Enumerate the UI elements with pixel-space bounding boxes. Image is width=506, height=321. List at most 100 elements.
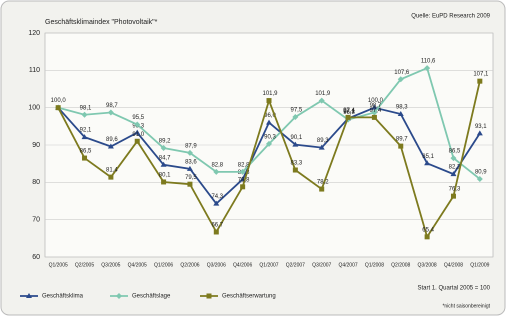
legend-marker xyxy=(26,293,32,298)
x-tick-label: Q3/2007 xyxy=(312,262,331,268)
marker xyxy=(424,160,431,166)
footnote: *nicht saisonbereinigt xyxy=(442,303,490,309)
x-tick-label: Q4/2005 xyxy=(128,262,147,268)
marker xyxy=(450,193,456,199)
data-label: 97,4 xyxy=(370,108,382,114)
data-label: 82,2 xyxy=(449,165,461,171)
marker xyxy=(398,143,404,149)
x-tick-label: Q3/2006 xyxy=(207,262,226,268)
marker xyxy=(345,114,351,120)
data-label: 101,9 xyxy=(262,91,278,97)
x-tick-label: Q1/2006 xyxy=(154,262,173,268)
data-label: 97,1 xyxy=(343,109,355,115)
x-tick-label: Q2/2006 xyxy=(180,262,199,268)
marker xyxy=(160,161,167,167)
data-label: 90,1 xyxy=(291,135,303,141)
data-label: 83,3 xyxy=(291,161,303,167)
x-tick-label: Q4/2008 xyxy=(444,262,463,268)
marker xyxy=(477,78,483,84)
marker xyxy=(266,140,272,147)
data-label: 81,4 xyxy=(106,168,118,174)
marker xyxy=(134,129,141,135)
y-tick-label: 90 xyxy=(32,142,40,149)
marker xyxy=(107,109,114,116)
data-label: 80,9 xyxy=(475,170,487,176)
marker xyxy=(318,144,325,150)
data-label: 82,8 xyxy=(211,162,223,168)
x-tick-label: Q1/2009 xyxy=(470,262,489,268)
marker xyxy=(55,105,61,111)
marker xyxy=(397,111,404,117)
marker xyxy=(134,121,141,128)
data-label: 98,3 xyxy=(396,105,408,111)
data-label: 100,0 xyxy=(368,98,384,104)
y-tick-label: 60 xyxy=(32,254,40,261)
data-label: 86,5 xyxy=(80,149,92,155)
data-label: 93,1 xyxy=(475,124,487,130)
legend-label: Geschäftsklima xyxy=(42,294,84,300)
legend-marker xyxy=(206,293,212,299)
marker xyxy=(81,134,88,140)
marker xyxy=(424,234,430,240)
x-tick-label: Q3/2008 xyxy=(418,262,437,268)
data-label: 97,5 xyxy=(291,108,303,114)
marker xyxy=(108,174,114,180)
data-label: 66,7 xyxy=(211,223,223,229)
data-label: 101,9 xyxy=(315,91,331,97)
data-label: 91,0 xyxy=(132,132,144,138)
note: Start 1. Quartal 2005 = 100 xyxy=(417,286,490,292)
legend-marker xyxy=(116,293,122,299)
marker xyxy=(450,155,457,162)
data-label: 96,8 xyxy=(343,110,355,116)
marker xyxy=(371,104,378,110)
marker xyxy=(187,181,193,187)
marker xyxy=(213,229,219,235)
data-label: 87,9 xyxy=(185,143,197,149)
legend-label: Geschäftserwartung xyxy=(222,294,276,300)
marker xyxy=(319,186,325,192)
marker xyxy=(476,130,483,136)
data-label: 89,7 xyxy=(396,137,408,143)
marker xyxy=(82,155,88,161)
data-label: 98,7 xyxy=(370,103,382,109)
marker xyxy=(160,144,167,151)
source: Quelle: EuPD Research 2009 xyxy=(411,14,490,20)
marker xyxy=(186,165,193,171)
marker xyxy=(292,167,298,173)
y-tick-label: 120 xyxy=(28,30,40,37)
data-label: 83,6 xyxy=(185,159,197,165)
data-label: 82,8 xyxy=(238,162,250,168)
data-label: 100,0 xyxy=(51,98,67,104)
x-tick-label: Q4/2007 xyxy=(338,262,357,268)
data-label: 107,1 xyxy=(473,72,489,78)
data-label: 98,7 xyxy=(106,103,118,109)
data-label: 86,5 xyxy=(449,149,461,155)
y-tick-label: 70 xyxy=(32,217,40,224)
legend-label: Geschäftslage xyxy=(132,294,171,300)
x-tick-label: Q1/2008 xyxy=(365,262,384,268)
marker xyxy=(107,143,114,149)
chart-title: Geschäftsklimaindex "Photovoltaik"* xyxy=(45,19,158,26)
data-label: 76,3 xyxy=(449,187,461,193)
data-label: 79,5 xyxy=(185,175,197,181)
marker xyxy=(240,184,246,190)
marker xyxy=(371,114,377,120)
marker xyxy=(266,98,272,104)
x-tick-label: Q1/2005 xyxy=(49,262,68,268)
marker xyxy=(239,168,246,175)
data-label: 90,3 xyxy=(264,134,276,140)
data-label: 80,1 xyxy=(159,173,171,179)
marker xyxy=(292,114,299,120)
marker xyxy=(186,149,193,156)
data-label: 107,6 xyxy=(394,70,410,76)
y-tick-label: 80 xyxy=(32,179,40,186)
y-tick-label: 100 xyxy=(28,105,40,112)
marker xyxy=(318,97,325,104)
marker xyxy=(266,119,272,125)
marker xyxy=(450,171,457,177)
data-label: 89,3 xyxy=(317,138,329,144)
data-label: 85,1 xyxy=(422,154,434,160)
marker xyxy=(292,141,299,147)
data-label: 110,6 xyxy=(421,59,436,65)
